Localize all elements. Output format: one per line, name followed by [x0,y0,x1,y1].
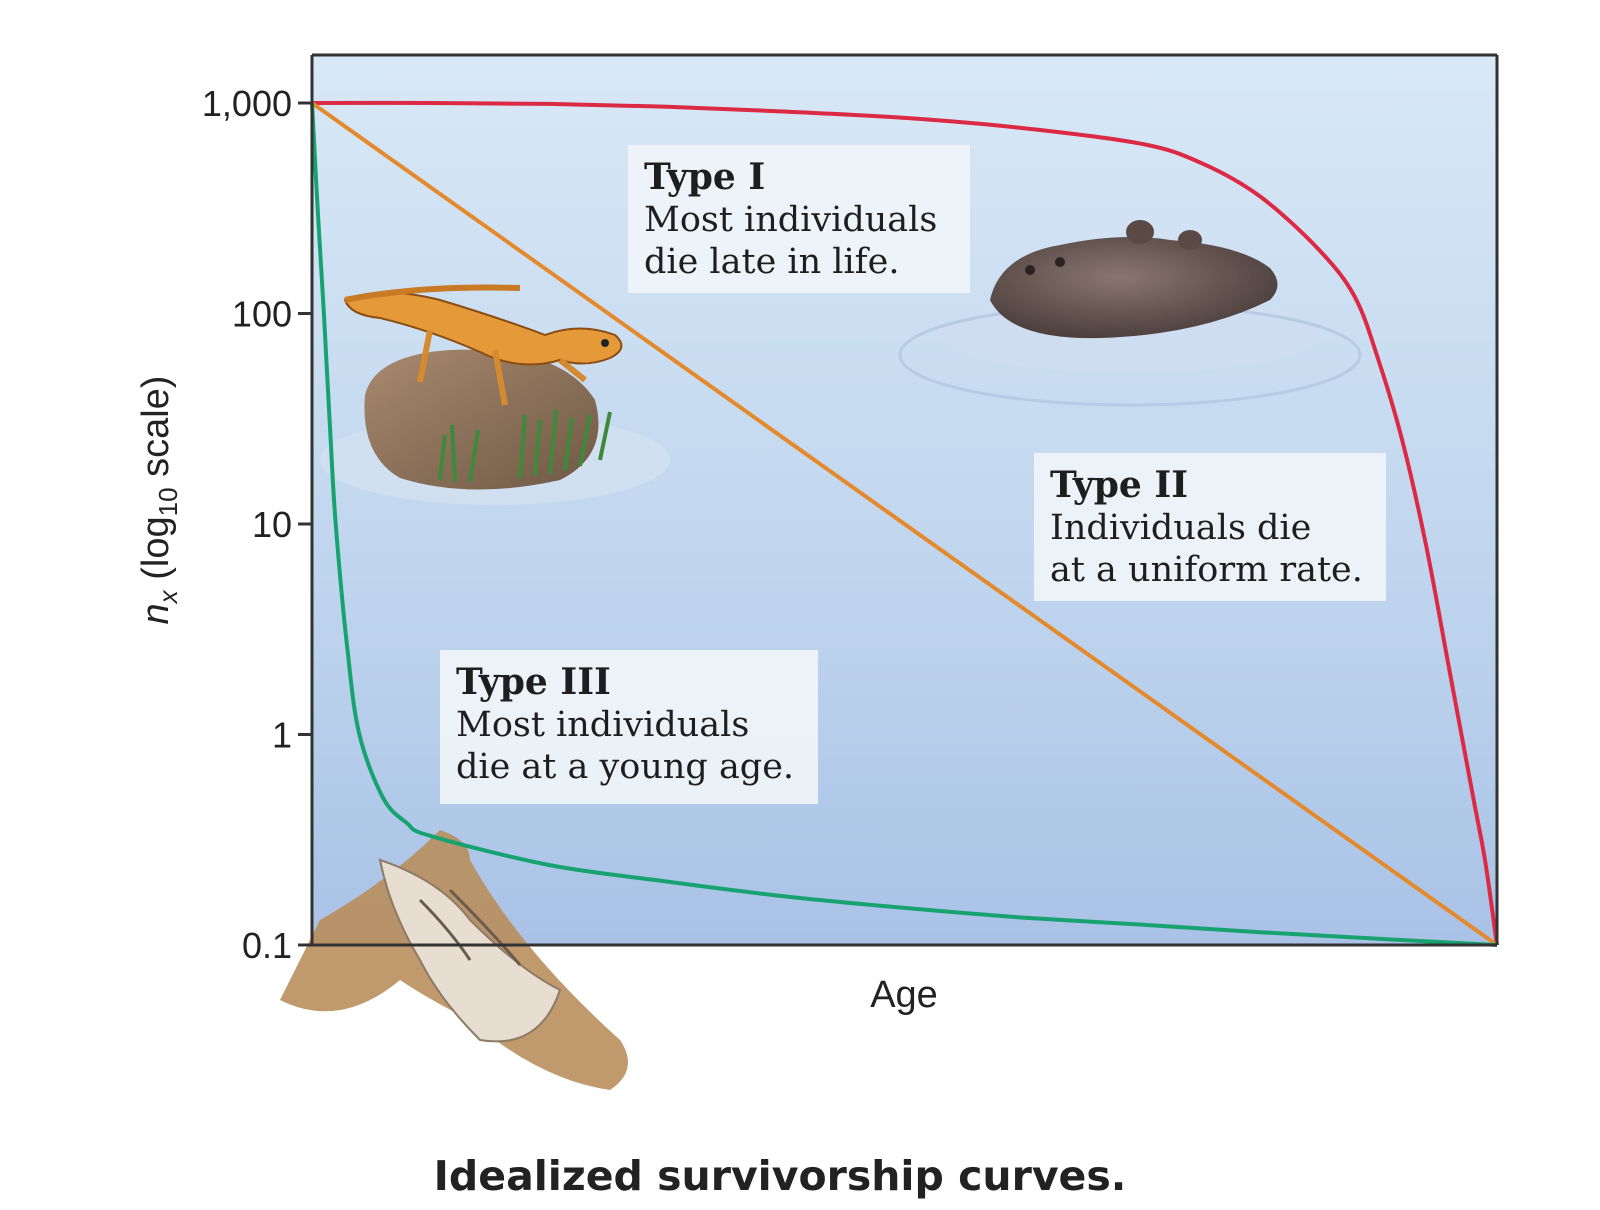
y-label-base: 10 [153,487,183,516]
annotation-box-background [628,145,970,293]
axes [310,53,1499,947]
y-axis-label: nx (log10 scale) [135,376,183,625]
annotation-title: Type II [1050,464,1188,506]
y-label-n: n [135,603,177,624]
x-axis-label: Age [870,974,938,1016]
annotation-line: at a uniform rate. [1050,550,1363,590]
annotation-box-background [440,650,818,804]
series-line-1 [311,100,1499,946]
annotation-title: Type III [456,661,611,703]
annotation-line: die late in life. [644,242,899,282]
figure-caption: Idealized survivorship curves. [434,1152,1127,1200]
y-label-sub: x [153,589,183,605]
y-label-pre: (log [135,516,177,590]
annotation-line: Most individuals [456,705,749,745]
annotation-line: die at a young age. [456,747,794,787]
y-tick-label: 100 [232,294,292,335]
y-tick-label: 10 [252,504,292,545]
salamander-illustration [320,284,670,505]
y-tick-label: 1,000 [202,83,292,124]
y-tick-label: 1 [272,715,292,756]
annotation-line: Most individuals [644,200,937,240]
y-ticks: 1,000 100 10 1 0.1 [202,83,312,966]
annotation-line: Individuals die [1050,508,1311,548]
series-line-3 [310,102,1498,947]
y-tick-label: 0.1 [242,925,292,966]
moth-illustration [280,830,628,1090]
series-line-2 [310,101,1499,947]
series-layer [310,100,1499,947]
annotation-box-background [1034,453,1386,601]
annotation-title: Type I [644,156,765,198]
hippo-illustration [898,220,1362,407]
y-label-post: scale) [135,376,177,488]
